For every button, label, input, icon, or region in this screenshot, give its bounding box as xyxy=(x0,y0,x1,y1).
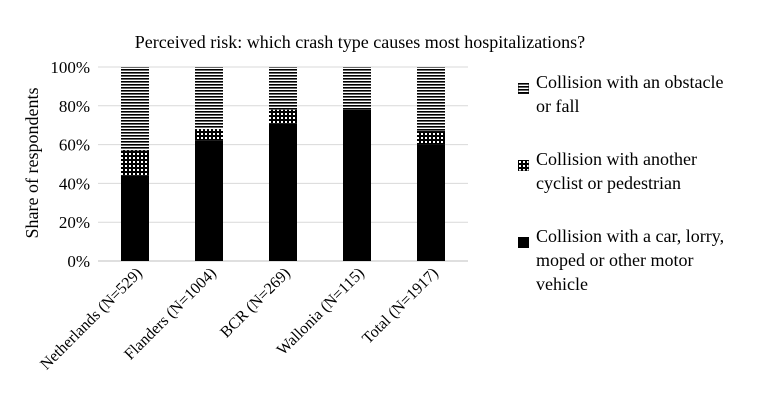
y-tick-label: 20% xyxy=(59,213,90,232)
bar-segment-grid xyxy=(195,129,223,141)
legend-swatch-cyclist xyxy=(517,153,530,172)
y-tick-label: 40% xyxy=(59,174,90,193)
legend-swatch-motor-vehicle xyxy=(518,230,529,248)
y-tick-label: 0% xyxy=(67,252,90,271)
bar-segment-grid xyxy=(269,109,297,124)
legend-label-line: Collision with an obstacle xyxy=(536,72,724,92)
legend-label-line: cyclist or pedestrian xyxy=(536,173,681,193)
bar-segment-solid xyxy=(121,175,149,261)
bar-segment-horizontal-lines xyxy=(269,67,297,110)
x-tick-label: BCR (N=269) xyxy=(217,265,294,342)
legend-item-cyclist-or-pedestrian: Collision with another cyclist or pedest… xyxy=(517,147,697,195)
legend-swatch-obstacle xyxy=(517,76,530,95)
legend-label-line: vehicle xyxy=(536,274,588,294)
bar-segment-grid xyxy=(417,131,445,145)
bar-segment-horizontal-lines xyxy=(343,67,371,110)
legend-label-line: Collision with a car, lorry, xyxy=(536,226,725,246)
bar-layer xyxy=(121,67,445,262)
y-axis-label: Share of respondents xyxy=(22,88,42,239)
y-tick-label: 80% xyxy=(59,97,90,116)
chart-title: Perceived risk: which crash type causes … xyxy=(135,32,585,52)
legend-item-obstacle-or-fall: Collision with an obstacle or fall xyxy=(517,70,724,118)
bar-segment-horizontal-lines xyxy=(417,67,445,132)
y-tick-label: 60% xyxy=(59,136,90,155)
bar-segment-solid xyxy=(195,140,223,261)
bar-segment-solid xyxy=(343,109,371,262)
legend-label-line: or fall xyxy=(536,96,580,116)
bar-segment-horizontal-lines xyxy=(195,67,223,130)
bar-segment-grid xyxy=(121,150,149,176)
bar-segment-solid xyxy=(417,144,445,261)
legend-item-motor-vehicle: Collision with a car, lorry, moped or ot… xyxy=(518,224,724,296)
bar-segment-horizontal-lines xyxy=(121,67,149,151)
legend-label-line: Collision with another xyxy=(536,149,697,169)
y-tick-label: 100% xyxy=(50,58,90,77)
bar-segment-solid xyxy=(269,123,297,261)
legend-label-line: moped or other motor xyxy=(536,250,694,270)
x-tick-label: Total (N=1917) xyxy=(359,265,442,348)
